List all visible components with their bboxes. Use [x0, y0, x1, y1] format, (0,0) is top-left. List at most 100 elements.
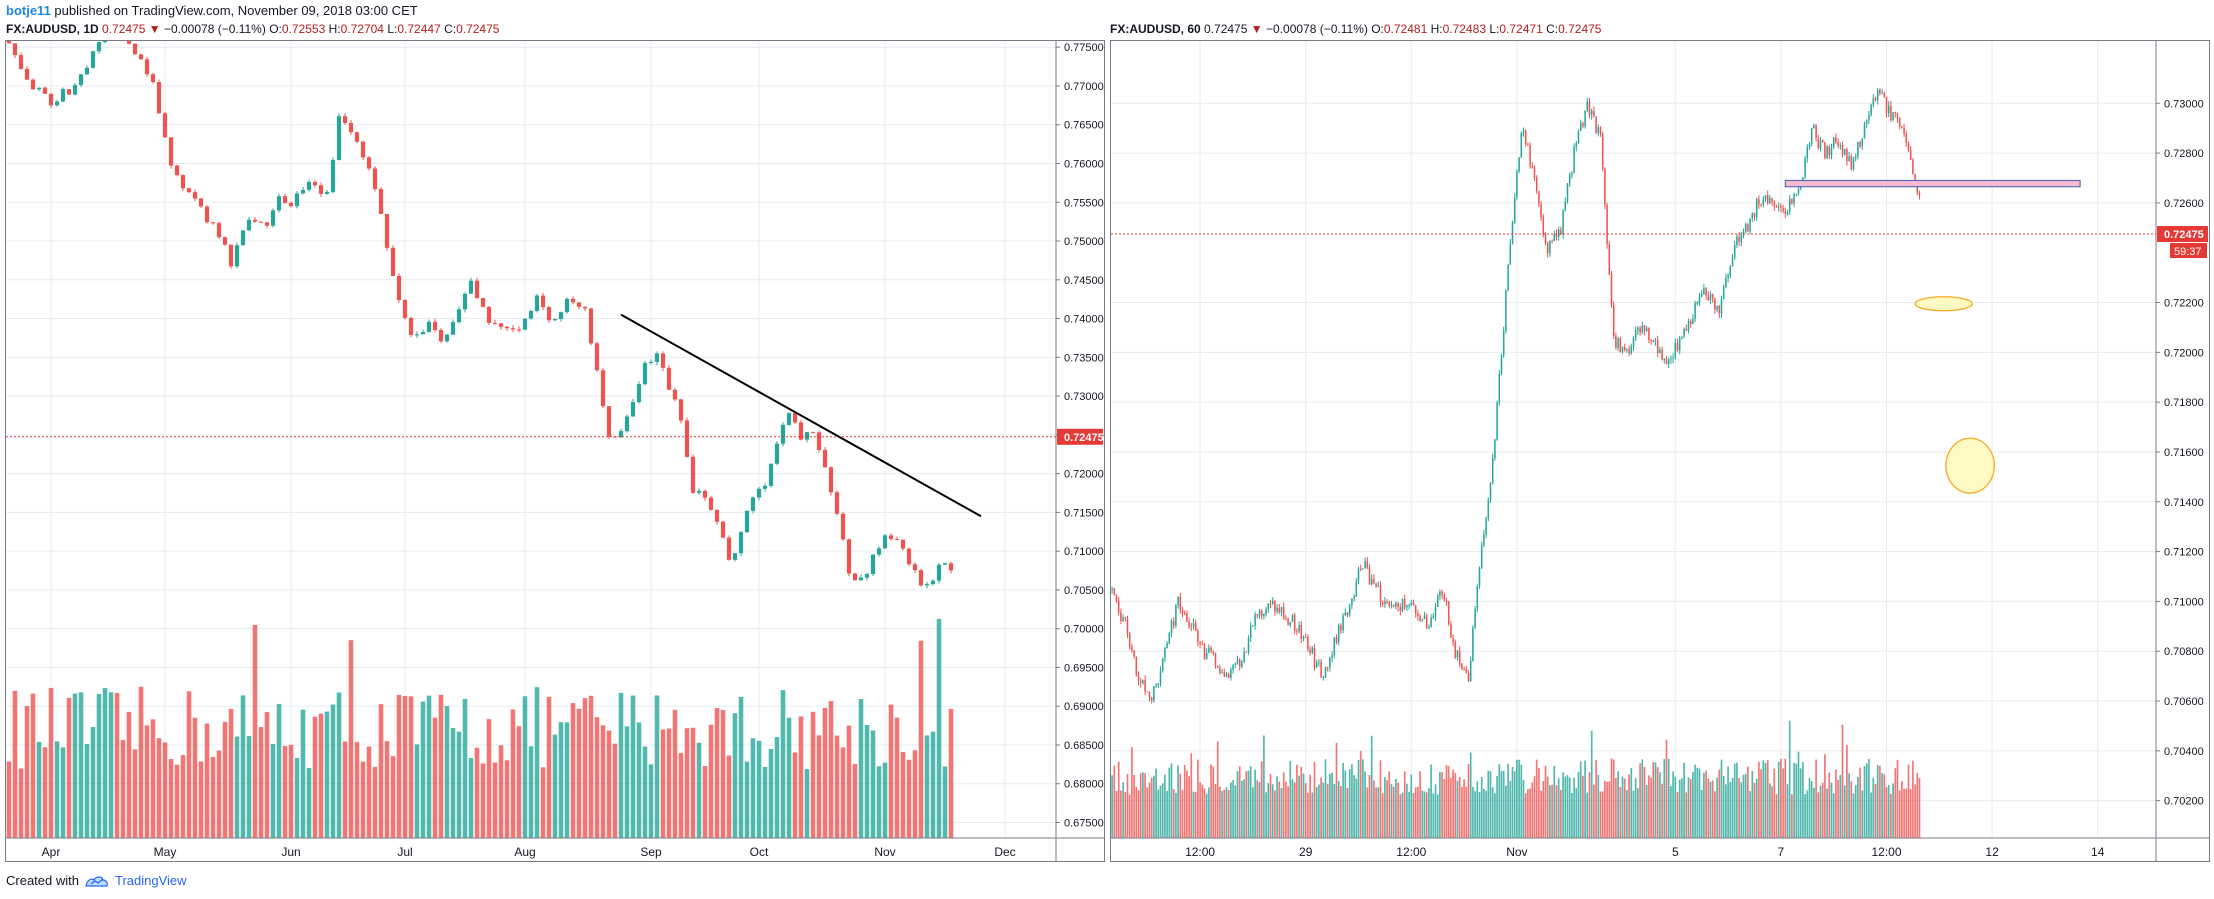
volume-bar — [1703, 772, 1705, 838]
right-chart-panel[interactable]: 0.73000 0.72800 0.72600 0.72200 0.72000 0.718… — [1110, 40, 2210, 862]
volume-bar — [1606, 781, 1608, 838]
volume-bar — [1806, 790, 1809, 838]
candle-body — [1157, 683, 1160, 686]
volume-bar — [1738, 778, 1740, 838]
volume-bar — [1780, 758, 1782, 838]
volume-bar — [852, 764, 858, 838]
candle-body — [1762, 199, 1765, 205]
candle-body — [792, 413, 798, 423]
right-chart-svg[interactable]: 0.73000 0.72800 0.72600 0.72200 0.72000 0.718… — [1111, 41, 2209, 861]
volume-bar — [1907, 764, 1910, 838]
candle-body — [1126, 618, 1129, 634]
volume-bar — [510, 709, 516, 838]
left-chart-panel[interactable]: 0.77500 0.77000 0.76500 0.76000 0.75500 0.750… — [5, 26, 1105, 862]
candle-body — [570, 298, 576, 303]
volume-bar — [1648, 775, 1650, 838]
volume-bar — [474, 747, 480, 838]
candle-body — [1522, 130, 1525, 133]
volume-bar — [516, 726, 522, 838]
volume-bar — [930, 731, 936, 838]
volume-bar — [1529, 788, 1531, 838]
volume-bar — [204, 723, 210, 838]
volume-bar — [1841, 724, 1844, 838]
candle-body — [1379, 585, 1382, 603]
candle-body — [648, 361, 654, 364]
volume-bar — [1804, 794, 1806, 838]
volume-bar — [1751, 771, 1754, 838]
volume-bar — [846, 725, 852, 838]
candle-body — [1254, 614, 1256, 626]
volume-bar — [6, 761, 12, 838]
candle-body — [666, 367, 672, 390]
volume-bar — [1115, 790, 1118, 838]
volume-bar — [48, 687, 54, 838]
volume-bar — [942, 766, 948, 838]
volume-bar — [1674, 776, 1677, 838]
volume-bar — [18, 768, 24, 838]
volume-bar — [1456, 780, 1459, 838]
volume-bar — [1540, 790, 1542, 838]
candle-body — [1879, 89, 1881, 94]
candle-body — [1287, 618, 1289, 625]
candle-body — [660, 353, 666, 368]
volume-bar — [1916, 773, 1919, 838]
volume-bar — [1918, 778, 1921, 838]
volume-bar — [456, 731, 462, 838]
volume-bar — [1183, 764, 1186, 838]
volume-bar — [1632, 790, 1635, 838]
volume-bar — [1142, 772, 1144, 838]
candle-body — [1795, 193, 1798, 195]
author-name[interactable]: botje11 — [6, 3, 51, 18]
candle-body — [1555, 234, 1558, 237]
volume-bar — [1289, 760, 1292, 838]
volume-bar — [1421, 790, 1424, 838]
price-axis-label: 0.75500 — [1064, 197, 1104, 209]
candle-body — [1549, 240, 1551, 254]
candle-body — [240, 230, 246, 246]
volume-bar — [1461, 786, 1463, 838]
volume-bar — [1159, 785, 1162, 838]
volume-bar — [1285, 781, 1287, 838]
volume-bar — [630, 695, 636, 838]
footer: Created with TradingView — [6, 872, 187, 890]
candle-body — [948, 563, 954, 571]
candle-body — [1359, 568, 1362, 570]
tradingview-link[interactable]: TradingView — [85, 872, 187, 890]
candle-body — [1412, 602, 1415, 606]
volume-bar — [1269, 774, 1272, 838]
left-chart-svg[interactable]: 0.77500 0.77000 0.76500 0.76000 0.75500 0.750… — [6, 26, 1104, 861]
candle-body — [276, 196, 282, 211]
candle-body — [672, 389, 678, 400]
volume-bar — [216, 750, 222, 838]
volume-bar — [444, 706, 450, 838]
candle-body — [576, 302, 582, 307]
right-open-value: 0.72481 — [1383, 22, 1428, 36]
volume-bar — [1485, 791, 1487, 838]
candle-body — [42, 87, 48, 94]
volume-bar — [1324, 759, 1327, 838]
candle-body — [1839, 145, 1842, 147]
volume-bar — [1758, 761, 1760, 838]
volume-bar — [1304, 783, 1307, 838]
candle-body — [1480, 545, 1483, 568]
volume-bar — [1909, 789, 1912, 838]
candle-body — [1148, 691, 1151, 698]
volume-bar — [1465, 786, 1468, 838]
volume-bar — [1432, 793, 1435, 838]
left-low-label: L: — [387, 22, 398, 36]
price-axis-label: 0.71600 — [2164, 447, 2204, 459]
candle-body — [1852, 157, 1855, 170]
candle-body — [1564, 201, 1567, 211]
volume-bar — [1366, 787, 1369, 838]
candle-body — [1575, 143, 1578, 147]
volume-bar — [1326, 784, 1329, 838]
volume-bar — [1670, 786, 1672, 838]
candle-body — [1243, 651, 1245, 662]
candle-body — [1252, 625, 1254, 627]
volume-bar — [1630, 767, 1633, 838]
time-axis-label: 12:00 — [1871, 845, 1901, 859]
candle-body — [1874, 98, 1877, 101]
candle-body — [1370, 578, 1373, 585]
volume-bar — [1577, 771, 1580, 838]
volume-bar — [1912, 760, 1914, 838]
